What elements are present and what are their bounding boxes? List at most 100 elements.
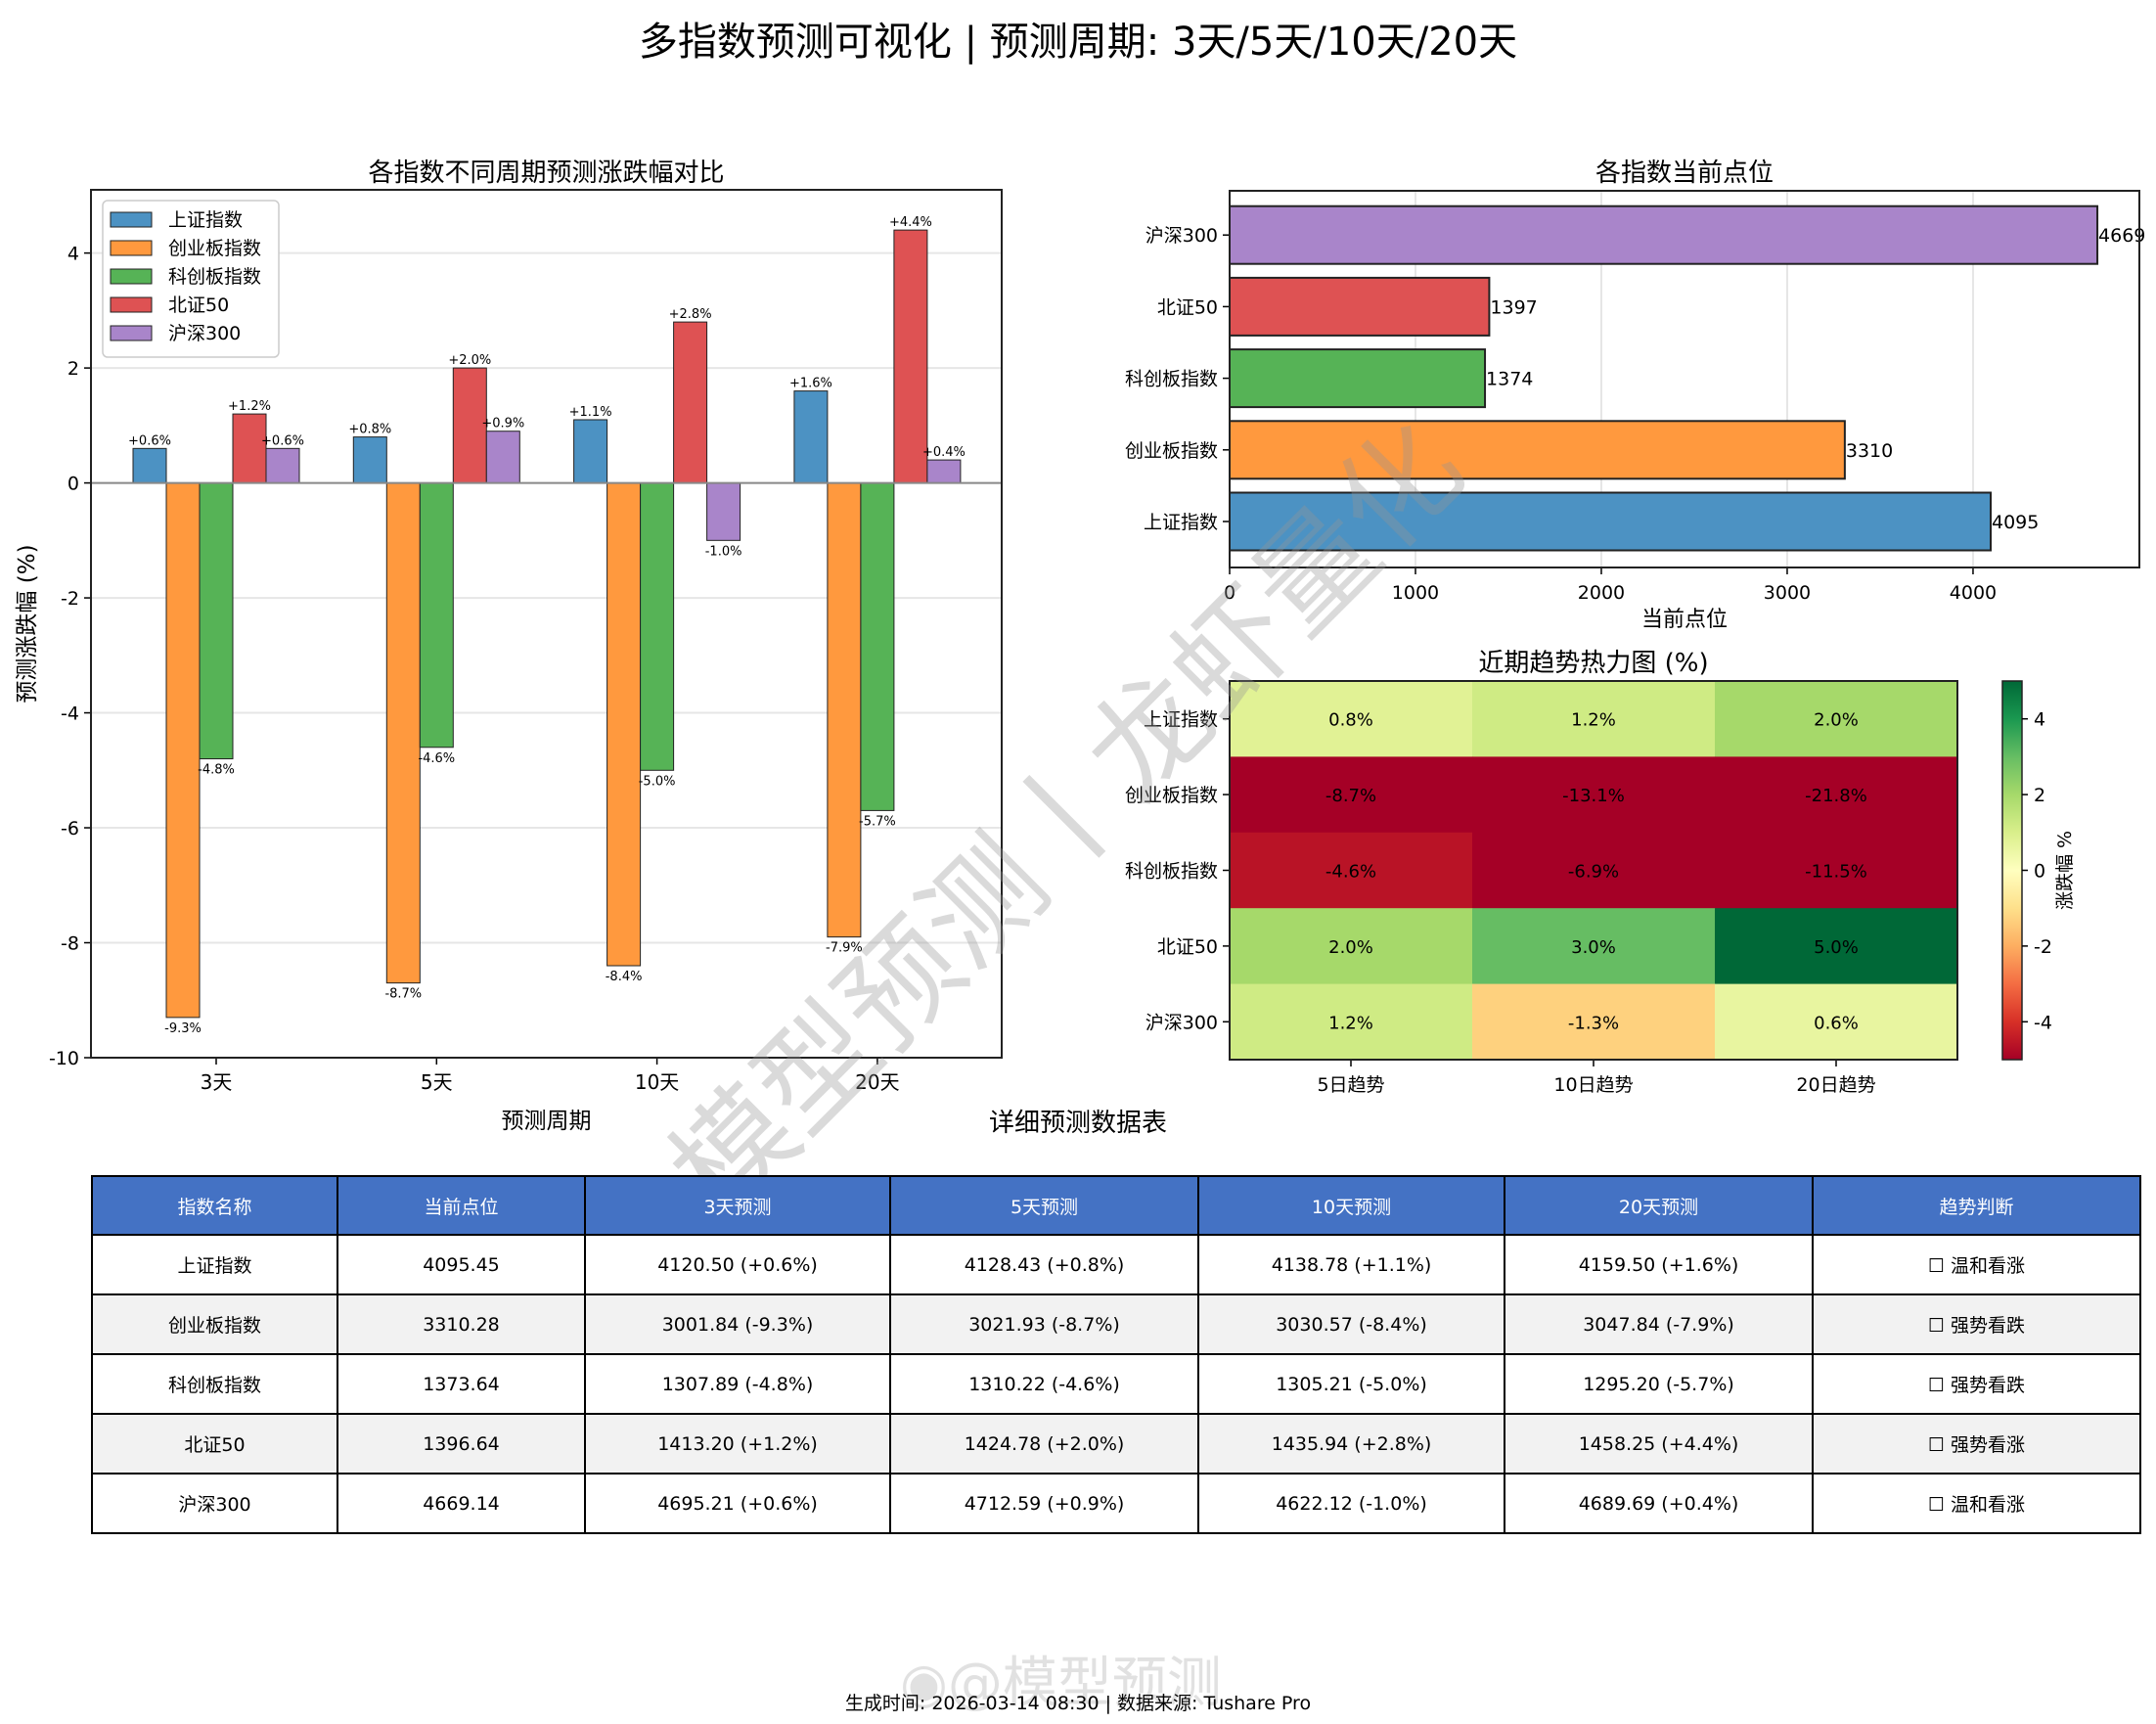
heatmap-cell [1472,983,1716,1061]
colorbar-tick-label: 2 [2034,785,2045,806]
x-tick-label: 4000 [1950,582,1997,604]
cell-3d: 1413.20 (+1.2%) [584,1413,891,1474]
y-tick-label: 4 [67,244,79,265]
current-level-chart-title: 各指数当前点位 [1595,159,1774,188]
colorbar [2001,680,2023,1061]
heatmap-cell [1230,681,1473,757]
cell-3d: 1307.89 (-4.8%) [584,1353,891,1415]
heatmap-cell-label: 1.2% [1328,1013,1373,1033]
cell-5d: 4128.43 (+0.8%) [889,1234,1199,1295]
heatmap-cell [1230,756,1473,834]
colorbar-tick-label: 4 [2034,709,2045,731]
colorbar-tick-label: -4 [2034,1012,2052,1033]
heatmap-cell [1230,832,1473,909]
y-tick-label: -8 [61,933,79,955]
y-tick-label: 科创板指数 [1125,369,1218,390]
legend-label: 沪深300 [168,323,241,344]
bar [1229,276,1491,337]
header-10d-forecast: 10天预测 [1197,1175,1505,1236]
table-row: 沪深300 4669.14 4695.21 (+0.6%) 4712.59 (+… [91,1473,2141,1534]
axes-frame [1229,680,1958,1061]
table-title: 详细预测数据表 [988,1109,1167,1138]
heatmap-cell-label: 2.0% [1814,710,1859,731]
bar-value-label: +0.6% [261,433,304,448]
cell-10d: 3030.57 (-8.4%) [1197,1293,1505,1355]
table-row: 上证指数 4095.45 4120.50 (+0.6%) 4128.43 (+0… [91,1234,2141,1295]
bar [893,229,928,484]
bar [419,482,454,749]
bar [352,436,387,484]
cell-index-name: 创业板指数 [91,1293,338,1355]
bar [199,482,234,760]
y-tick-label: 上证指数 [1144,512,1218,533]
bar-value-label: +2.8% [669,307,712,322]
cell-3d: 4120.50 (+0.6%) [584,1234,891,1295]
cell-current-level: 4095.45 [337,1234,586,1295]
axes-frame [1229,190,2140,568]
bar [827,482,862,938]
cell-20d: 4689.69 (+0.4%) [1504,1473,1814,1534]
bar-value-label: -4.8% [198,763,235,778]
bar-value-label: +0.8% [348,423,391,437]
forecast-bar-chart: -10 -8 -6 -4 -2 0 2 4 +0.6% -9.3% -4.8% +1.2% +0.6% 3… [15,189,1003,1134]
heatmap-cell-label: -13.1% [1562,786,1625,806]
header-5d-forecast: 5天预测 [889,1175,1199,1236]
table-row: 创业板指数 3310.28 3001.84 (-9.3%) 3021.93 (-… [91,1293,2141,1355]
cell-20d: 1295.20 (-5.7%) [1504,1353,1814,1415]
colorbar-tick-label: 0 [2034,861,2045,883]
heatmap-cell-label: 3.0% [1571,937,1616,958]
colorbar-label: 涨跌幅 % [2054,831,2076,910]
x-tick-label: 3000 [1764,582,1811,604]
bar-value-label: 4095 [1992,512,2039,533]
heatmap-cell-label: 5.0% [1814,937,1859,958]
footer-text: 生成时间: 2026-03-14 08:30 | 数据来源: Tushare P… [844,1693,1312,1714]
bar [485,431,520,484]
y-tick-label: 2 [67,358,79,380]
heatmap-cell [1472,832,1716,909]
colorbar-tick-label: -2 [2034,936,2052,958]
y-tick-label: 北证50 [1157,296,1218,318]
cell-10d: 4622.12 (-1.0%) [1197,1473,1505,1534]
cell-trend: ☐ 强势看涨 [1812,1413,2141,1474]
header-3d-forecast: 3天预测 [584,1175,891,1236]
y-tick-label: -10 [49,1048,79,1069]
cell-trend: ☐ 温和看涨 [1812,1234,2141,1295]
x-tick-label: 20天 [855,1070,899,1094]
bar [573,419,608,484]
y-tick-label: -2 [61,588,79,610]
heatmap-cell-label: -11.5% [1805,862,1867,883]
legend-swatch [110,240,153,256]
cell-3d: 3001.84 (-9.3%) [584,1293,891,1355]
bar-value-label: +0.6% [128,433,171,448]
cell-20d: 4159.50 (+1.6%) [1504,1234,1814,1295]
y-tick-label: 沪深300 [1145,1012,1218,1033]
bar-value-label: 4669 [2098,225,2145,247]
cell-index-name: 科创板指数 [91,1353,338,1415]
legend-label: 北证50 [168,295,229,316]
heatmap-cell-label: -4.6% [1325,862,1376,883]
bar [926,459,962,484]
legend-swatch [110,296,153,313]
bar-value-label: -1.0% [705,544,742,559]
y-tick-label: -6 [61,818,79,839]
cell-5d: 1424.78 (+2.0%) [889,1413,1199,1474]
bar-value-label: -7.9% [826,941,863,956]
bar [165,482,201,1019]
weibo-logo-icon: ◉ [900,1652,948,1715]
heatmap-cell [1472,681,1716,757]
cell-trend: ☐ 强势看跌 [1812,1353,2141,1415]
x-tick-label: 20日趋势 [1796,1074,1875,1096]
heatmap-cell [1715,681,1958,757]
heatmap-cell-label: -1.3% [1568,1013,1619,1033]
legend-label: 创业板指数 [168,238,261,259]
x-tick-label: 5日趋势 [1317,1074,1384,1096]
x-tick-label: 10日趋势 [1553,1074,1633,1096]
bar-value-label: -9.3% [164,1021,202,1036]
x-tick-label: 0 [1224,582,1235,604]
y-tick-label: -4 [61,703,79,725]
cell-5d: 3021.93 (-8.7%) [889,1293,1199,1355]
bar [640,482,675,771]
heatmap-cell [1715,832,1958,909]
header-trend-judgment: 趋势判断 [1812,1175,2141,1236]
legend-swatch [110,211,153,228]
